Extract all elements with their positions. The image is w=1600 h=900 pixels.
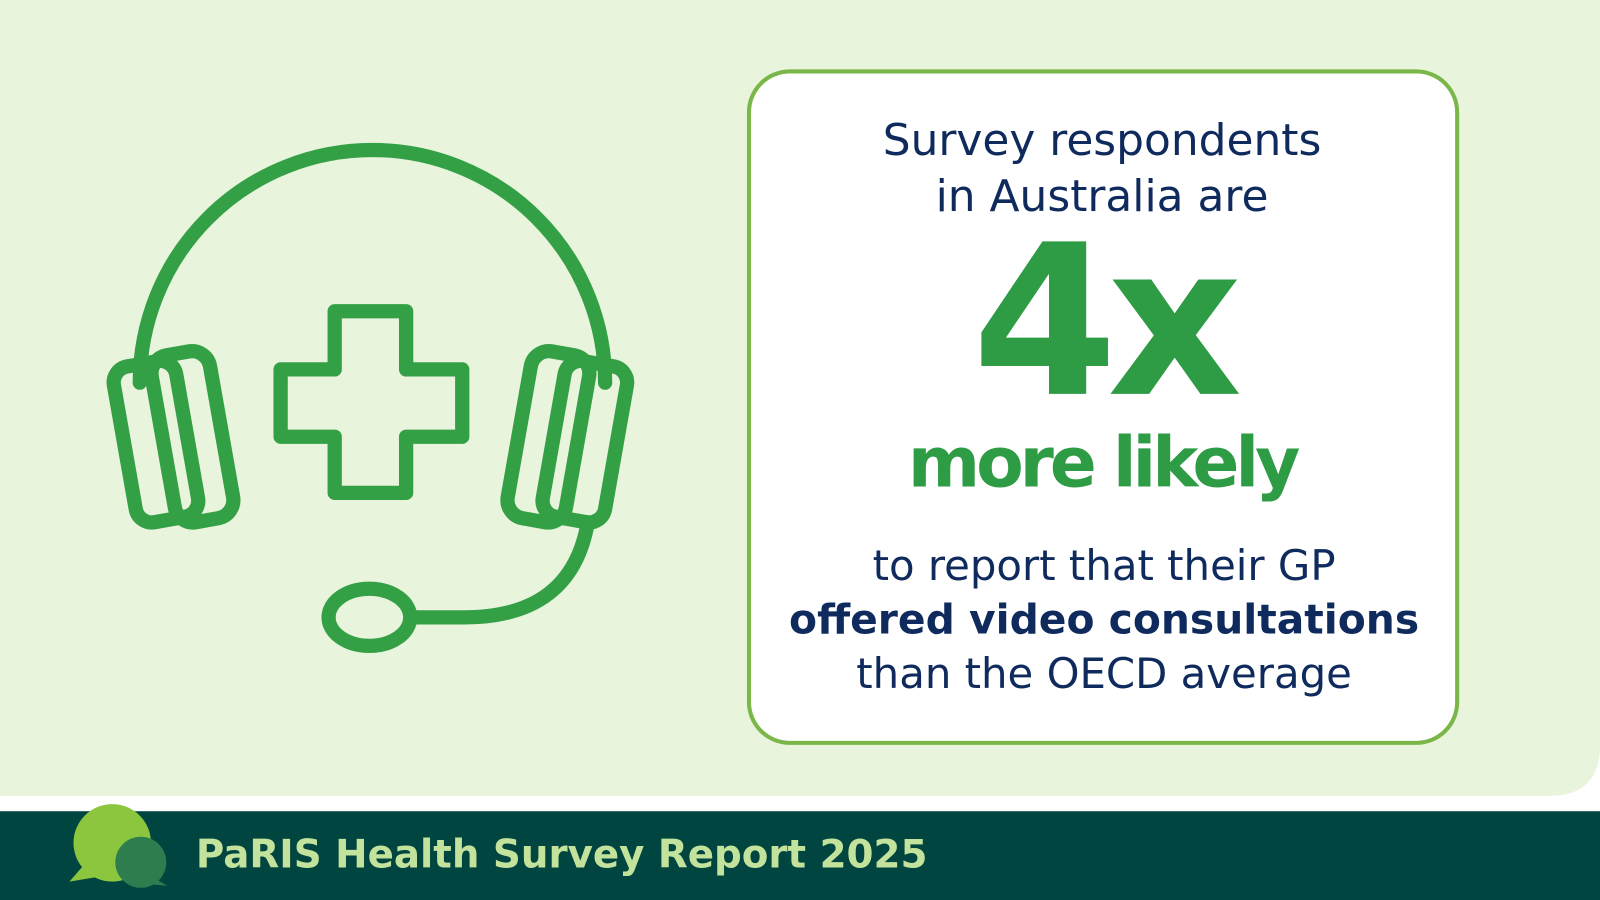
logo [69, 804, 168, 888]
footer-title: PaRIS Health Survey Report 2025 [196, 833, 928, 878]
right-earcup [500, 344, 635, 530]
mic-boom [409, 515, 595, 625]
footer-band [0, 811, 1600, 900]
headband [132, 142, 613, 390]
headset-icon [106, 142, 635, 654]
stat-caption: more likely [908, 423, 1299, 503]
stat-card [746, 69, 1460, 745]
microphone [321, 581, 418, 654]
headline-line: in Australia are [936, 171, 1269, 222]
body-line: than the OECD average [856, 649, 1352, 698]
left-earcup [106, 344, 241, 530]
body-line: to report that their GP [873, 541, 1336, 590]
headline-line: Survey respondents [883, 115, 1322, 166]
medical-cross [273, 304, 470, 501]
stat-value: 4x [972, 201, 1239, 444]
body-line-emphasis: offered video consultations [789, 595, 1419, 643]
